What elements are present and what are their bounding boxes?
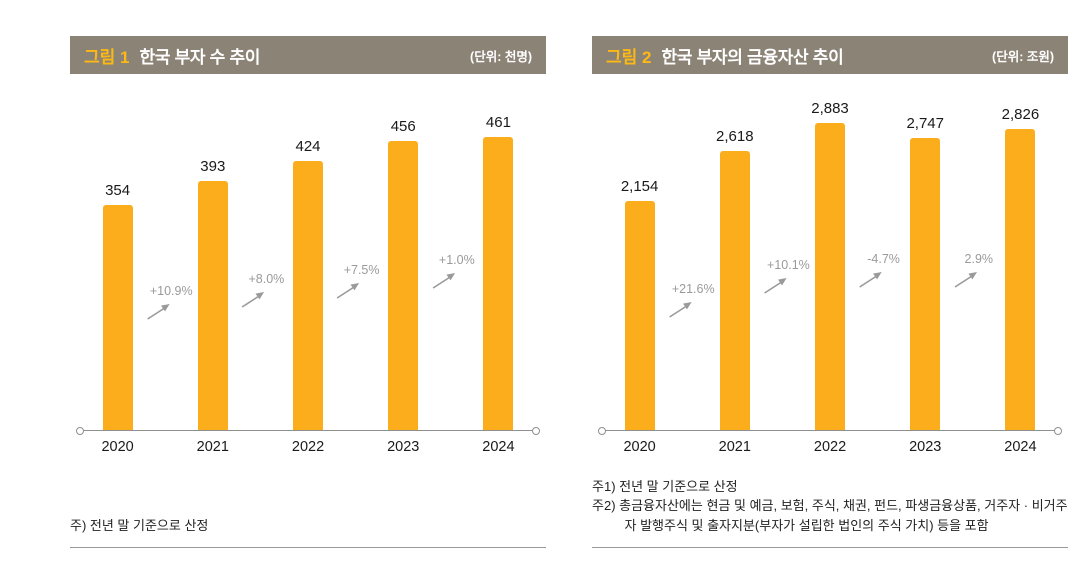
figure-unit: (단위: 천명)	[470, 49, 532, 64]
x-axis-tick-label: 2024	[482, 439, 515, 455]
bar-column: 461	[451, 74, 546, 430]
figure-1-panel: 그림 1 한국 부자 수 추이 (단위: 천명) 354 393 424 456 461…	[70, 36, 546, 548]
bar-column: 2,883	[782, 74, 877, 430]
bar-column: 2,747	[878, 74, 973, 430]
bar-value-label: 461	[485, 114, 511, 131]
figure-unit: (단위: 조원)	[992, 49, 1054, 64]
bar	[483, 137, 514, 430]
bar-value-label: 354	[105, 182, 131, 199]
figure-2-header: 그림 2 한국 부자의 금융자산 추이 (단위: 조원)	[592, 36, 1068, 74]
bar-value-label: 2,154	[620, 178, 659, 195]
bottom-divider	[592, 547, 1068, 548]
x-axis-tick-label: 2020	[101, 439, 134, 455]
bar	[102, 205, 133, 430]
bar	[197, 181, 228, 430]
figure-title: 한국 부자의 금융자산 추이	[661, 47, 844, 67]
figure-1-header: 그림 1 한국 부자 수 추이 (단위: 천명)	[70, 36, 546, 74]
x-axis-labels: 2020 2021 2022 2023 2024	[70, 431, 546, 463]
x-axis-tick-label: 2023	[909, 439, 942, 455]
bar	[815, 123, 845, 430]
bar	[293, 161, 323, 430]
x-axis-tick-label: 2020	[623, 439, 656, 455]
x-axis-tick-label: 2023	[387, 439, 420, 455]
bar	[388, 141, 419, 430]
figure-2-panel: 그림 2 한국 부자의 금융자산 추이 (단위: 조원) 2,154 2,618 2…	[592, 36, 1068, 548]
x-axis-tick-label: 2022	[291, 439, 325, 455]
x-axis-tick-label: 2021	[196, 439, 229, 455]
bar-column: 393	[165, 74, 260, 430]
bar-column: 2,618	[687, 74, 782, 430]
figure-label: 그림 2	[606, 47, 652, 67]
x-axis-tick-label: 2024	[1004, 439, 1037, 455]
plot-area: 2,154 2,618 2,883 2,747 2,826 +21.6% +10.1% -4.…	[592, 74, 1068, 430]
chart-note: 주1) 전년 말 기준으로 산정	[592, 478, 738, 494]
axis-endpoint-left-icon	[598, 426, 606, 435]
bar	[1005, 129, 1036, 430]
bar-value-label: 424	[295, 138, 321, 155]
bar-value-label: 456	[390, 118, 416, 135]
chart-note: 주) 전년 말 기준으로 산정	[70, 517, 209, 533]
x-axis	[598, 426, 1062, 435]
bar-column: 2,154	[592, 74, 687, 430]
x-axis-labels: 2020 2021 2022 2023 2024	[592, 431, 1068, 463]
chart-note: 주2) 총금융자산에는 현금 및 예금, 보험, 주식, 채권, 펀드, 파생금…	[592, 498, 1068, 533]
figure-label: 그림 1	[84, 47, 130, 67]
bar-column: 2,826	[973, 74, 1068, 430]
bar	[910, 138, 941, 430]
bar	[624, 201, 655, 430]
axis-endpoint-left-icon	[76, 426, 84, 435]
axis-endpoint-right-icon	[532, 426, 540, 435]
bar-value-label: 2,883	[811, 100, 849, 117]
x-axis-tick-label: 2022	[813, 439, 847, 455]
bar-column: 354	[70, 74, 165, 430]
axis-endpoint-right-icon	[1054, 426, 1062, 435]
bar-value-label: 2,618	[716, 128, 754, 145]
bar-value-label: 393	[200, 158, 226, 175]
bar-column: 456	[356, 74, 451, 430]
x-axis	[76, 426, 540, 435]
bottom-divider	[70, 547, 546, 548]
bar-value-label: 2,747	[906, 115, 944, 132]
bar	[719, 151, 750, 430]
x-axis-tick-label: 2021	[718, 439, 751, 455]
figure-title: 한국 부자 수 추이	[139, 47, 261, 67]
bar-value-label: 2,826	[1001, 106, 1040, 123]
chart-notes: 주) 전년 말 기준으로 산정	[70, 516, 546, 536]
plot-area: 354 393 424 456 461 +10.9% +8.0% +7.5% +1.0%	[70, 74, 546, 430]
bar-column: 424	[260, 74, 355, 430]
